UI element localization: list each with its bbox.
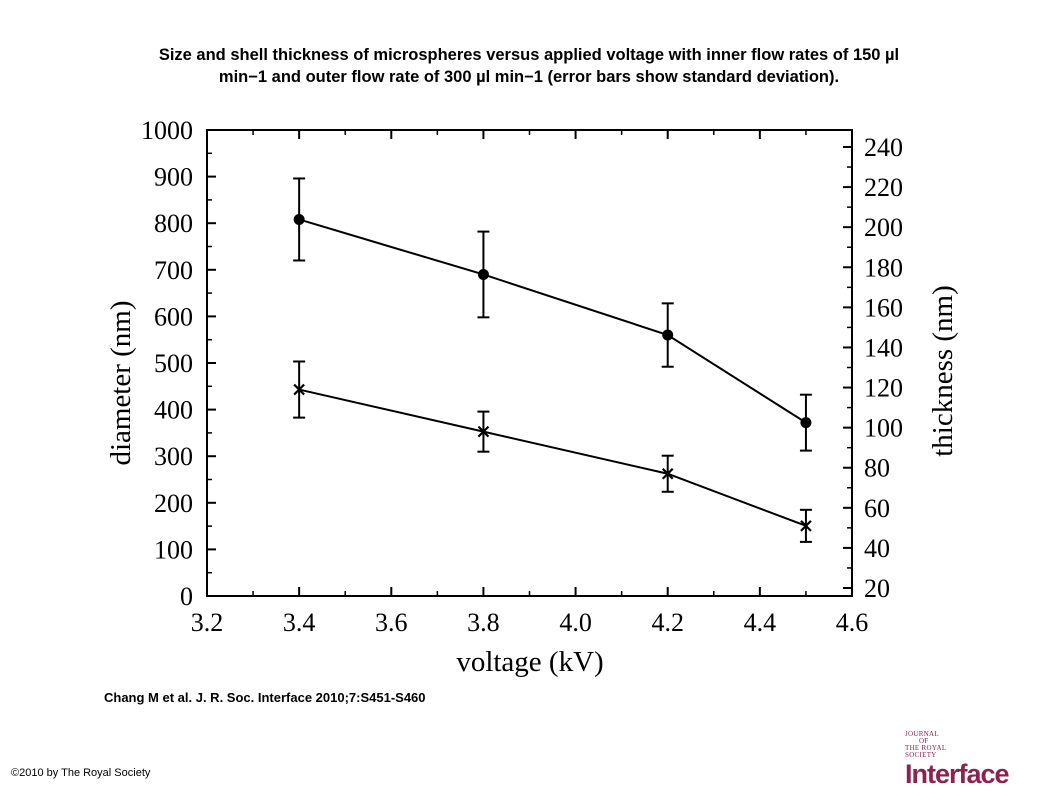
y2-tick-label: 100 [864,414,903,443]
y-tick-label: 700 [154,256,193,285]
data-point-circle [477,268,489,280]
y2-tick-label: 80 [864,454,890,483]
x-tick-label: 3.2 [191,608,224,637]
y-tick-label: 0 [180,582,193,611]
y2-tick-label: 240 [864,133,903,162]
y2-tick-label: 20 [864,574,890,603]
chart-title-line-1: Size and shell thickness of microspheres… [158,46,900,64]
y-tick-label: 500 [154,349,193,378]
chart-title: Size and shell thickness of microspheres… [20,44,1038,88]
chart-title-line-2: min−1 and outer flow rate of 300 µl min−… [218,68,840,86]
y-tick-label: 300 [154,442,193,471]
data-point-circle [293,213,305,225]
logo-line-2: OF [919,737,929,745]
y2-tick-label: 120 [864,374,903,403]
y2-tick-label: 140 [864,333,903,362]
data-point-circle [662,329,674,341]
x-tick-label: 3.8 [467,608,500,637]
y2-tick-label: 60 [864,494,890,523]
y2-tick-label: 200 [864,213,903,242]
series-line-2 [298,388,807,527]
x-tick-label: 3.6 [375,608,408,637]
data-point-cross [661,467,674,480]
y-tick-label: 400 [154,396,193,425]
y-tick-label: 1000 [141,116,193,145]
data-point-circle [800,417,812,429]
x-tick-label: 3.4 [283,608,316,637]
y-tick-label: 200 [154,489,193,518]
logo-line-3: THE ROYAL [905,744,947,752]
journal-logo: JOURNAL OF THE ROYAL SOCIETY Interface [905,730,1015,789]
copyright-notice: ©2010 by The Royal Society [11,767,151,779]
logo-wordmark: Interface [905,759,1010,789]
y-tick-label: 900 [154,163,193,192]
citation: Chang M et al. J. R. Soc. Interface 2010… [104,690,426,705]
x-tick-label: 4.4 [744,608,777,637]
logo-line-4: SOCIETY [905,751,937,759]
x-axis-title: voltage (kV) [456,646,603,678]
y2-tick-label: 220 [864,173,903,202]
x-tick-label: 4.0 [559,608,592,637]
y2-tick-label: 180 [864,253,903,282]
y-tick-label: 800 [154,209,193,238]
y2-tick-label: 40 [864,534,890,563]
y-tick-label: 100 [154,535,193,564]
y-axis-title: diameter (nm) [105,300,137,465]
data-point-cross [477,425,490,438]
plot-frame [206,129,853,597]
logo-line-1: JOURNAL [905,730,939,738]
series-line-1 [298,218,807,424]
data-point-cross [800,520,812,532]
chart: 3.2 3.4 3.6 3.8 4.0 4.2 4.4 4.6 0 100 200 300 400 500… [105,116,959,678]
y2-tick-label: 160 [864,293,903,322]
y2-axis-title: thickness (nm) [927,285,959,457]
x-tick-label: 4.6 [836,608,869,637]
y-tick-label: 600 [154,302,193,331]
data-point-cross [293,383,305,396]
x-tick-label: 4.2 [651,608,684,637]
